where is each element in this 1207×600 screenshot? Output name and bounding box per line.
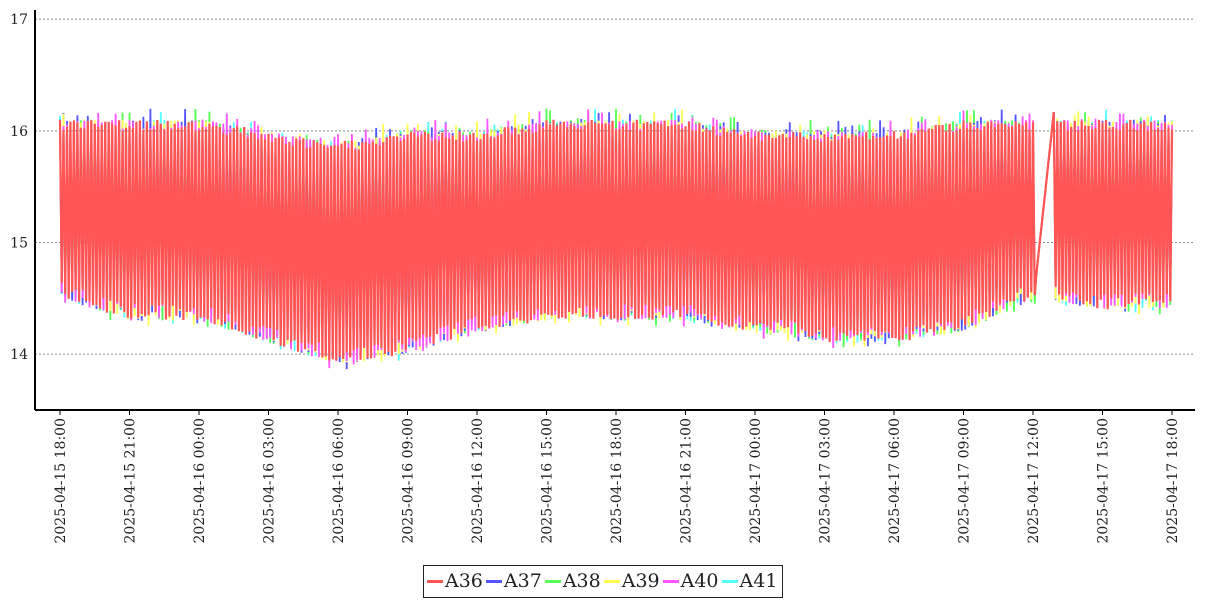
axis-layer [34,10,1195,411]
x-tick-label: 2025-04-15 18:00 [53,418,69,544]
legend-label: A38 [562,570,601,592]
legend-item-a36: A36 [427,572,483,591]
x-tick-label: 2025-04-17 12:00 [1026,418,1042,544]
series-layer [58,108,1174,370]
x-tick-label: 2025-04-17 00:00 [748,418,764,544]
x-tick-label: 2025-04-16 15:00 [540,418,556,544]
x-tick-label: 2025-04-17 06:00 [887,418,903,544]
y-tick-label: 17 [10,12,28,28]
legend-item-a38: A38 [544,570,601,592]
legend-swatch [603,580,620,583]
x-tick-label: 2025-04-16 00:00 [192,418,208,544]
legend-label: A36 [445,570,483,592]
y-tick-labels: 14 15 16 17 [10,12,28,363]
y-tick-label: 14 [10,347,28,363]
legend: A36 A37 A38 A39 A40 A41 [423,565,783,598]
x-tick-label: 2025-04-16 21:00 [679,418,695,544]
y-tick-label: 15 [10,236,28,252]
x-tick-label: 2025-04-15 21:00 [123,418,139,544]
x-tick-label: 2025-04-17 09:00 [957,418,973,544]
legend-swatch [427,580,443,583]
series-line-a36 [58,111,1174,361]
legend-swatch [662,580,679,583]
x-tick-label: 2025-04-17 18:00 [1165,418,1181,544]
x-tick-label: 2025-04-17 03:00 [818,418,834,544]
legend-swatch [485,580,502,583]
legend-item-a37: A37 [485,570,542,592]
x-tick-label: 2025-04-16 06:00 [331,418,347,544]
x-tick-label: 2025-04-16 03:00 [262,418,278,544]
legend-swatch [544,580,561,583]
legend-swatch [721,580,738,583]
x-tick-label: 2025-04-16 09:00 [401,418,417,544]
x-tick-label: 2025-04-17 15:00 [1096,418,1112,544]
x-tick-label: 2025-04-16 18:00 [609,418,625,544]
legend-label: A37 [503,570,542,592]
legend-label: A40 [680,570,719,592]
legend-label: A39 [621,570,660,592]
legend-item-a39: A39 [603,570,660,592]
legend-item-a40: A40 [662,570,719,592]
x-tick-label: 2025-04-16 12:00 [470,418,486,544]
x-tick-labels: 2025-04-15 18:00 2025-04-15 21:00 2025-04-… [53,410,1181,544]
y-tick-label: 16 [10,124,28,140]
legend-label: A41 [739,570,778,592]
legend-item-a41: A41 [721,570,778,592]
